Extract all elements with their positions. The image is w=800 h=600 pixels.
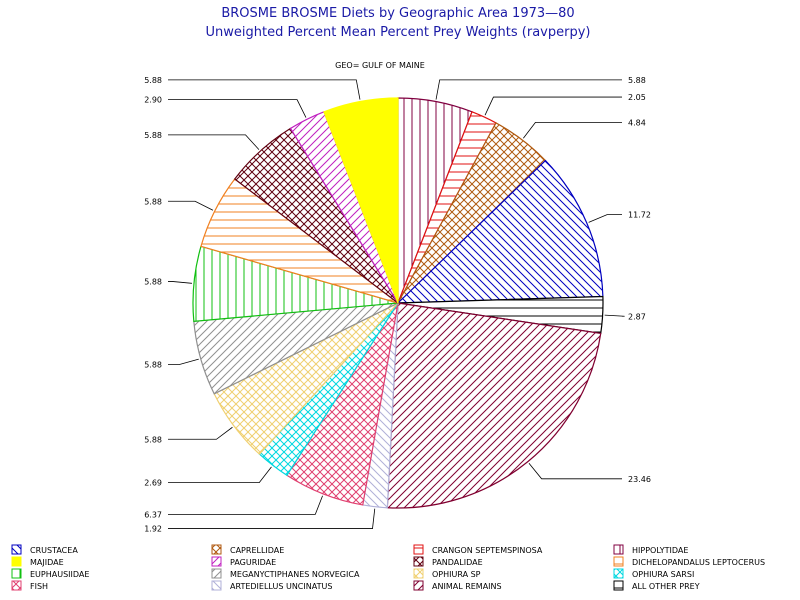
legend-label-fish: FISH — [30, 582, 48, 591]
legend-label-hippolytidae: HIPPOLYTIDAE — [632, 546, 688, 555]
legend-label-artediellus-uncinatus: ARTEDIELLUS UNCINATUS — [230, 582, 332, 591]
legend-label-animal-remains: ANIMAL REMAINS — [432, 582, 502, 591]
value-label-artediellus-uncinatus: 1.92 — [144, 525, 162, 534]
leader-ophiura-sp — [168, 426, 233, 440]
leader-dichelopandalus-leptocerus — [168, 200, 214, 211]
legend-swatch-artediellus-uncinatus — [211, 580, 222, 591]
leader-paguridae — [168, 99, 307, 118]
value-label-fish: 6.37 — [144, 510, 162, 519]
chart-subtitle: Unweighted Percent Mean Percent Prey Wei… — [206, 25, 591, 40]
value-label-majidae: 5.88 — [144, 76, 162, 85]
value-label-crangon-septemspinosa: 2.05 — [628, 93, 646, 102]
pie-slices — [192, 97, 604, 509]
value-label-ophiura-sarsi: 2.69 — [144, 479, 162, 488]
legend-label-caprellidae: CAPRELLIDAE — [230, 546, 284, 555]
value-label-animal-remains: 23.46 — [628, 475, 651, 484]
leader-crangon-septemspinosa — [484, 96, 622, 116]
legend-swatch-ophiura-sp — [413, 568, 424, 579]
value-label-euphausiidae: 5.88 — [144, 277, 162, 286]
value-labels: 5.88 2.05 4.84 11.72 2.87 23.46 1.92 6.37 2.69 5.… — [144, 76, 651, 534]
legend-label-all-other-prey: ALL OTHER PREY — [632, 582, 700, 591]
value-label-paguridae: 2.90 — [144, 96, 162, 105]
leader-caprellidae — [523, 121, 622, 139]
leader-meganyctiphanes-norvegica — [168, 358, 199, 365]
leader-artediellus-uncinatus — [168, 508, 376, 529]
value-label-dichelopandalus-leptocerus: 5.88 — [144, 197, 162, 206]
leader-fish — [168, 495, 323, 515]
legend-swatch-fish — [11, 580, 22, 591]
legend-swatch-majidae — [11, 556, 22, 567]
legend-swatch-dichelopandalus-leptocerus — [613, 556, 624, 567]
value-label-hippolytidae: 5.88 — [628, 76, 646, 85]
legend-swatch-caprellidae — [211, 544, 222, 555]
legend-label-pandalidae: PANDALIDAE — [432, 558, 483, 567]
value-label-pandalidae: 5.88 — [144, 131, 162, 140]
leader-pandalidae — [168, 134, 260, 150]
legend-swatch-animal-remains — [413, 580, 424, 591]
legend-swatch-crangon-septemspinosa — [413, 544, 424, 555]
legend-label-crangon-septemspinosa: CRANGON SEPTEMSPINOSA — [432, 546, 543, 555]
leader-ophiura-sarsi — [168, 466, 272, 484]
value-label-caprellidae: 4.84 — [628, 118, 646, 127]
leader-majidae — [168, 79, 361, 100]
chart-title: BROSME BROSME Diets by Geographic Area 1… — [221, 6, 574, 21]
legend-label-crustacea: CRUSTACEA — [30, 546, 78, 555]
legend-label-euphausiidae: EUPHAUSIIDAE — [30, 570, 89, 579]
slice-animal-remains — [386, 302, 602, 509]
value-label-all-other-prey: 2.87 — [628, 312, 646, 321]
leader-hippolytidae — [435, 79, 622, 100]
leader-euphausiidae — [168, 281, 192, 284]
value-label-crustacea: 11.72 — [628, 211, 651, 220]
panel-label: GEO= GULF OF MAINE — [335, 61, 425, 70]
legend-swatch-hippolytidae — [613, 544, 624, 555]
legend-label-majidae: MAJIDAE — [30, 558, 64, 567]
slice-majidae — [323, 97, 399, 304]
legend-label-ophiura-sarsi: OPHIURA SARSI — [632, 570, 694, 579]
legend-swatch-euphausiidae — [11, 568, 22, 579]
value-label-ophiura-sp: 5.88 — [144, 435, 162, 444]
legend-label-paguridae: PAGURIDAE — [230, 558, 276, 567]
legend: CRUSTACEA CAPRELLIDAE CRANGON SEPTEMSPINOS… — [11, 544, 765, 591]
legend-swatch-pandalidae — [413, 556, 424, 567]
leader-crustacea — [588, 214, 622, 223]
leader-animal-remains — [528, 463, 622, 480]
legend-swatch-all-other-prey — [613, 580, 624, 591]
legend-label-meganyctiphanes-norvegica: MEGANYCTIPHANES NORVEGICA — [230, 570, 360, 579]
legend-label-dichelopandalus-leptocerus: DICHELOPANDALUS LEPTOCERUS — [632, 558, 765, 567]
legend-label-ophiura-sp: OPHIURA SP — [432, 570, 481, 579]
legend-swatch-ophiura-sarsi — [613, 568, 624, 579]
leader-all-other-prey — [604, 314, 625, 317]
value-label-meganyctiphanes-norvegica: 5.88 — [144, 360, 162, 369]
slice-crustacea — [396, 159, 604, 304]
legend-swatch-meganyctiphanes-norvegica — [211, 568, 222, 579]
legend-swatch-crustacea — [11, 544, 22, 555]
legend-swatch-paguridae — [211, 556, 222, 567]
